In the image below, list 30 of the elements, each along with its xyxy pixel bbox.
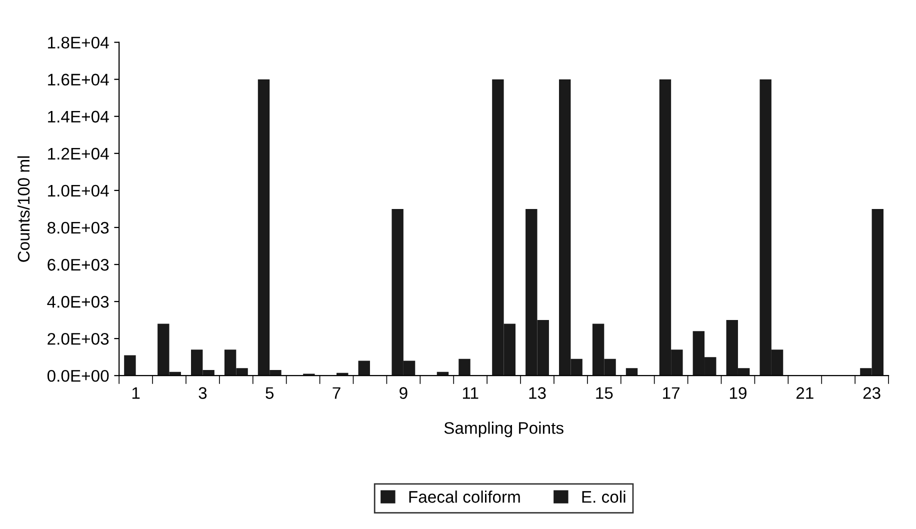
y-tick-label: 0.0E+00 (47, 370, 109, 382)
x-tick-label: 19 (730, 387, 746, 399)
x-tick-label: 5 (266, 387, 274, 399)
y-tick-label: 1.2E+04 (48, 148, 109, 160)
y-tick-label: 6.0E+03 (48, 258, 109, 271)
x-tick-label: 21 (796, 387, 814, 399)
bar (358, 360, 370, 376)
x-tick-label: 17 (663, 387, 680, 399)
y-tick-label: 1.6E+04 (48, 74, 109, 86)
x-axis-title: Sampling Points (444, 422, 564, 438)
y-tick-label: 1.8E+04 (48, 36, 109, 49)
y-tick-label: 2.0E+03 (48, 332, 109, 345)
x-tick-label: 23 (863, 387, 880, 399)
x-tick-label: 11 (462, 387, 478, 399)
bar (124, 355, 136, 376)
x-tick-label: 15 (596, 387, 613, 399)
x-tick-label: 9 (400, 387, 408, 399)
legend-label: E. coli (582, 490, 626, 503)
y-tick-label: 8.0E+03 (48, 222, 109, 234)
x-tick-label: 3 (198, 387, 207, 399)
x-tick-label: 1 (132, 387, 140, 399)
x-tick-label: 7 (332, 387, 340, 399)
y-tick-label: 4.0E+03 (47, 296, 109, 308)
y-tick-label: 1.4E+04 (48, 110, 109, 123)
x-tick-label: 13 (529, 387, 546, 399)
bar (458, 358, 470, 376)
y-axis-title: Counts/100 ml (17, 156, 30, 262)
legend-label: Faecal coliform (409, 490, 520, 503)
bar (626, 368, 638, 376)
y-tick-label: 1.0E+04 (48, 184, 109, 197)
